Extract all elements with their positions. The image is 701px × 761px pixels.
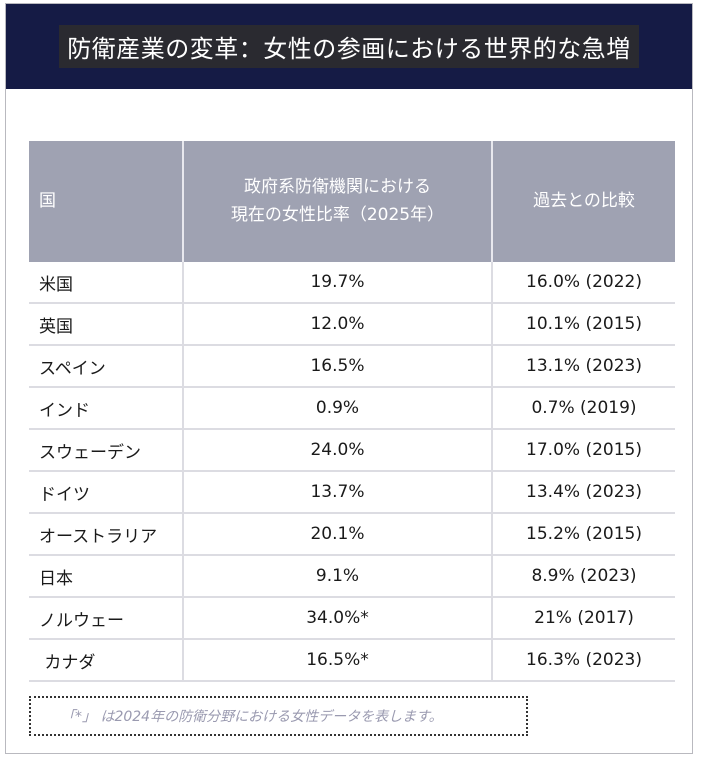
cell-past-comparison: 15.2% (2015) [492,513,675,556]
table-row: カナダ 16.5%* 16.3% (2023) [29,639,675,682]
cell-current-ratio: 16.5%* [183,639,493,682]
table-row: スウェーデン 24.0% 17.0% (2015) [29,429,675,472]
cell-past-comparison: 21% (2017) [492,597,675,640]
column-header-current-ratio-text: 政府系防衛機関における 現在の女性比率（2025年） [230,177,445,225]
column-header-country: 国 [29,141,184,262]
column-header-current-ratio: 政府系防衛機関における 現在の女性比率（2025年） [183,141,493,262]
cell-country: スウェーデン [29,429,184,472]
cell-current-ratio: 19.7% [183,262,493,304]
table-row: インド 0.9% 0.7% (2019) [29,387,675,430]
cell-country: インド [29,387,184,430]
cell-country: 日本 [29,555,184,598]
cell-past-comparison: 10.1% (2015) [492,303,675,346]
cell-past-comparison: 16.3% (2023) [492,639,675,682]
table-row: スペイン 16.5% 13.1% (2023) [29,345,675,388]
cell-current-ratio: 0.9% [183,387,493,430]
cell-current-ratio: 20.1% [183,513,493,556]
table-row: ノルウェー 34.0%* 21% (2017) [29,597,675,640]
cell-current-ratio: 24.0% [183,429,493,472]
table-header-row: 国 政府系防衛機関における 現在の女性比率（2025年） 過去との比較 [29,141,675,262]
cell-current-ratio: 13.7% [183,471,493,514]
cell-country: 英国 [29,303,184,346]
cell-current-ratio: 12.0% [183,303,493,346]
column-header-comparison: 過去との比較 [492,141,675,262]
cell-country: カナダ [29,639,184,682]
cell-country: オーストラリア [29,513,184,556]
cell-country: ドイツ [29,471,184,514]
table-body: 米国 19.7% 16.0% (2022) 英国 12.0% 10.1% (2015) スペ… [29,262,675,682]
footnote: 「*」 は2024年の防衛分野における女性データを表します。 [29,696,528,736]
cell-country: スペイン [29,345,184,388]
title-banner: 防衛産業の変革：女性の参画における世界的な急増 [6,4,692,89]
cell-current-ratio: 16.5% [183,345,493,388]
cell-country: 米国 [29,262,184,304]
data-table: 国 政府系防衛機関における 現在の女性比率（2025年） 過去との比較 米国 19… [29,141,675,682]
table-row: 日本 9.1% 8.9% (2023) [29,555,675,598]
table-row: 米国 19.7% 16.0% (2022) [29,262,675,304]
cell-country: ノルウェー [29,597,184,640]
cell-current-ratio: 9.1% [183,555,493,598]
cell-past-comparison: 13.4% (2023) [492,471,675,514]
table-row: オーストラリア 20.1% 15.2% (2015) [29,513,675,556]
table-row: 英国 12.0% 10.1% (2015) [29,303,675,346]
cell-past-comparison: 0.7% (2019) [492,387,675,430]
cell-past-comparison: 17.0% (2015) [492,429,675,472]
page-title: 防衛産業の変革：女性の参画における世界的な急増 [59,25,639,68]
cell-current-ratio: 34.0%* [183,597,493,640]
cell-past-comparison: 8.9% (2023) [492,555,675,598]
cell-past-comparison: 16.0% (2022) [492,262,675,304]
cell-past-comparison: 13.1% (2023) [492,345,675,388]
table-row: ドイツ 13.7% 13.4% (2023) [29,471,675,514]
